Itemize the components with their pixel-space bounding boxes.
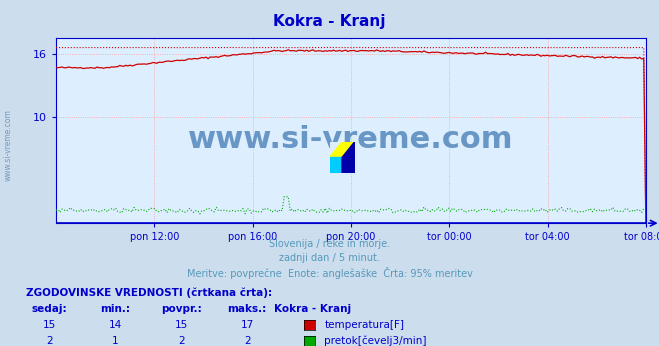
Text: 2: 2 [178,336,185,346]
Text: 1: 1 [112,336,119,346]
Polygon shape [330,157,355,173]
Text: Meritve: povprečne  Enote: anglešaške  Črta: 95% meritev: Meritve: povprečne Enote: anglešaške Črt… [186,267,473,279]
Text: www.si-vreme.com: www.si-vreme.com [3,109,13,181]
Text: temperatura[F]: temperatura[F] [324,320,404,330]
Text: 15: 15 [175,320,188,330]
Text: Kokra - Kranj: Kokra - Kranj [274,304,352,314]
Text: www.si-vreme.com: www.si-vreme.com [188,125,513,154]
Text: pretok[čevelj3/min]: pretok[čevelj3/min] [324,336,427,346]
Polygon shape [342,142,355,173]
Text: 2: 2 [244,336,250,346]
Text: zadnji dan / 5 minut.: zadnji dan / 5 minut. [279,254,380,263]
Text: 14: 14 [109,320,122,330]
Text: min.:: min.: [100,304,130,314]
Text: maks.:: maks.: [227,304,267,314]
Text: ZGODOVINSKE VREDNOSTI (črtkana črta):: ZGODOVINSKE VREDNOSTI (črtkana črta): [26,287,272,298]
Text: 2: 2 [46,336,53,346]
Text: 15: 15 [43,320,56,330]
Text: Slovenija / reke in morje.: Slovenija / reke in morje. [269,239,390,249]
Text: Kokra - Kranj: Kokra - Kranj [273,14,386,29]
Polygon shape [330,142,355,157]
Text: 17: 17 [241,320,254,330]
Text: povpr.:: povpr.: [161,304,202,314]
Text: sedaj:: sedaj: [32,304,67,314]
